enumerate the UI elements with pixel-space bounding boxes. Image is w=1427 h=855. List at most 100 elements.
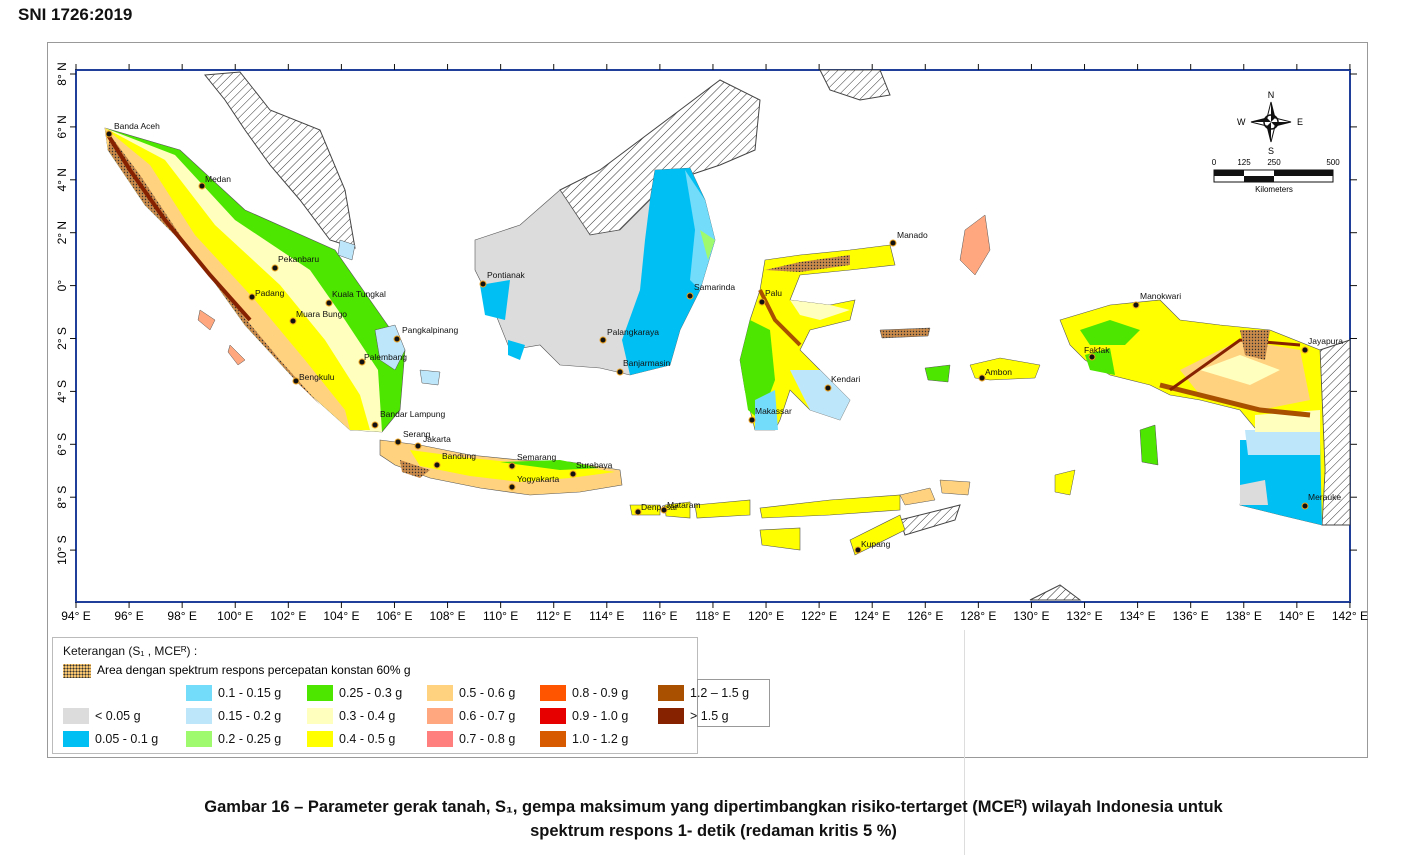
lon-label: 98° E xyxy=(167,609,196,623)
legend-hatch-label: Area dengan spektrum respons percepatan … xyxy=(97,663,411,677)
city-marker-icon xyxy=(978,374,986,382)
buru xyxy=(924,364,951,383)
lat-label: 6° S xyxy=(55,433,69,456)
legend-label: > 1.5 g xyxy=(690,709,729,723)
city-label: Serang xyxy=(403,429,431,439)
city-marker-icon xyxy=(824,384,832,392)
legend-swatch xyxy=(186,685,212,701)
legend-swatch xyxy=(540,731,566,747)
city-marker-icon xyxy=(508,483,516,491)
lon-label: 104° E xyxy=(323,609,359,623)
city-marker-icon xyxy=(854,546,862,554)
city-marker-icon xyxy=(1088,353,1096,361)
svg-text:250: 250 xyxy=(1267,158,1281,167)
lat-label: 4° S xyxy=(55,380,69,403)
city-label: Pangkalpinang xyxy=(402,325,459,335)
city-label: Padang xyxy=(255,288,285,298)
city-marker-icon xyxy=(508,462,516,470)
legend-swatch xyxy=(186,731,212,747)
city-marker-icon xyxy=(616,368,624,376)
city-label: Makassar xyxy=(755,406,792,416)
city-marker-icon xyxy=(1301,502,1309,510)
city-marker-icon xyxy=(748,416,756,424)
divider xyxy=(964,630,965,855)
svg-text:E: E xyxy=(1297,117,1303,127)
lon-label: 124° E xyxy=(854,609,890,623)
lat-label: 8° N xyxy=(55,62,69,85)
lon-label: 94° E xyxy=(61,609,90,623)
city-marker-icon xyxy=(358,358,366,366)
city-marker-icon xyxy=(393,335,401,343)
legend-swatch xyxy=(63,731,89,747)
lon-label: 116° E xyxy=(642,609,677,623)
lon-label: 96° E xyxy=(114,609,143,623)
kalimantan xyxy=(474,167,716,376)
city-marker-icon xyxy=(599,336,607,344)
city-label: Bengkulu xyxy=(299,372,335,382)
lat-label: 0° xyxy=(55,280,69,292)
city-label: Manado xyxy=(897,230,928,240)
city-marker-icon xyxy=(634,508,642,516)
legend-label: 0.25 - 0.3 g xyxy=(339,686,403,700)
legend-title: Keterangan (S₁ , MCEᴿ) : xyxy=(63,644,198,658)
lon-label: 128° E xyxy=(960,609,996,623)
city-marker-icon xyxy=(569,470,577,478)
city-label: Muara Bungo xyxy=(296,309,347,319)
svg-text:N: N xyxy=(1268,90,1275,100)
city-marker-icon xyxy=(271,264,279,272)
legend-swatch xyxy=(307,731,333,747)
lon-label: 100° E xyxy=(217,609,253,623)
lon-label: 138° E xyxy=(1226,609,1262,623)
lon-label: 108° E xyxy=(429,609,465,623)
mentawai-islands xyxy=(197,309,246,366)
city-marker-icon xyxy=(433,461,441,469)
city-label: Kuala Tungkal xyxy=(332,289,386,299)
city-label: Yogyakarta xyxy=(517,474,559,484)
legend-label: 0.1 - 0.15 g xyxy=(218,686,282,700)
legend-label: 1.0 - 1.2 g xyxy=(572,732,629,746)
legend-label: 1.2 – 1.5 g xyxy=(690,686,750,700)
lon-label: 120° E xyxy=(748,609,784,623)
city-marker-icon xyxy=(371,421,379,429)
legend-swatch xyxy=(658,708,684,724)
legend-label: 0.4 - 0.5 g xyxy=(339,732,396,746)
city-label: Bandar Lampung xyxy=(380,409,445,419)
legend-swatch xyxy=(427,708,453,724)
city-label: Semarang xyxy=(517,452,556,462)
city-marker-icon xyxy=(1132,301,1140,309)
legend-label: 0.7 - 0.8 g xyxy=(459,732,516,746)
australia-tip xyxy=(1029,584,1082,601)
lon-label: 134° E xyxy=(1120,609,1156,623)
city-label: Bandung xyxy=(442,451,476,461)
city-label: Ambon xyxy=(985,367,1012,377)
legend-swatch xyxy=(307,708,333,724)
city-markers: Banda Aceh Medan Pekanbaru Padang Muara Bung… xyxy=(105,121,1343,554)
legend-label: 0.3 - 0.4 g xyxy=(339,709,396,723)
city-marker-icon xyxy=(889,239,897,247)
svg-text:125: 125 xyxy=(1237,158,1251,167)
sumatra xyxy=(104,127,406,433)
legend-swatch xyxy=(63,708,89,724)
city-label: Fakfak xyxy=(1084,345,1110,355)
lon-label: 140° E xyxy=(1279,609,1315,623)
city-marker-icon xyxy=(686,292,694,300)
tanimbar xyxy=(1054,469,1076,496)
lat-label: 2° N xyxy=(55,221,69,244)
city-marker-icon xyxy=(414,442,422,450)
city-label: Merauke xyxy=(1308,492,1341,502)
seismic-hazard-map: 94° E 96° E 98° E 100° E 102° E 104° E 106° E 1… xyxy=(55,62,1368,623)
figure-caption-line2: spektrum respons 1- detik (redaman kriti… xyxy=(530,822,897,840)
city-label: Banda Aceh xyxy=(114,121,160,131)
city-label: Kupang xyxy=(861,539,891,549)
lat-label: 6° N xyxy=(55,115,69,138)
lon-label: 106° E xyxy=(376,609,412,623)
svg-text:500: 500 xyxy=(1326,158,1340,167)
lon-label: 142° E xyxy=(1332,609,1368,623)
legend-label: 0.9 - 1.0 g xyxy=(572,709,629,723)
city-marker-icon xyxy=(292,377,300,385)
philippines-south xyxy=(819,69,891,101)
city-label: Banjarmasin xyxy=(623,358,671,368)
city-marker-icon xyxy=(660,506,668,514)
city-marker-icon xyxy=(325,299,333,307)
city-label: Jakarta xyxy=(423,434,451,444)
